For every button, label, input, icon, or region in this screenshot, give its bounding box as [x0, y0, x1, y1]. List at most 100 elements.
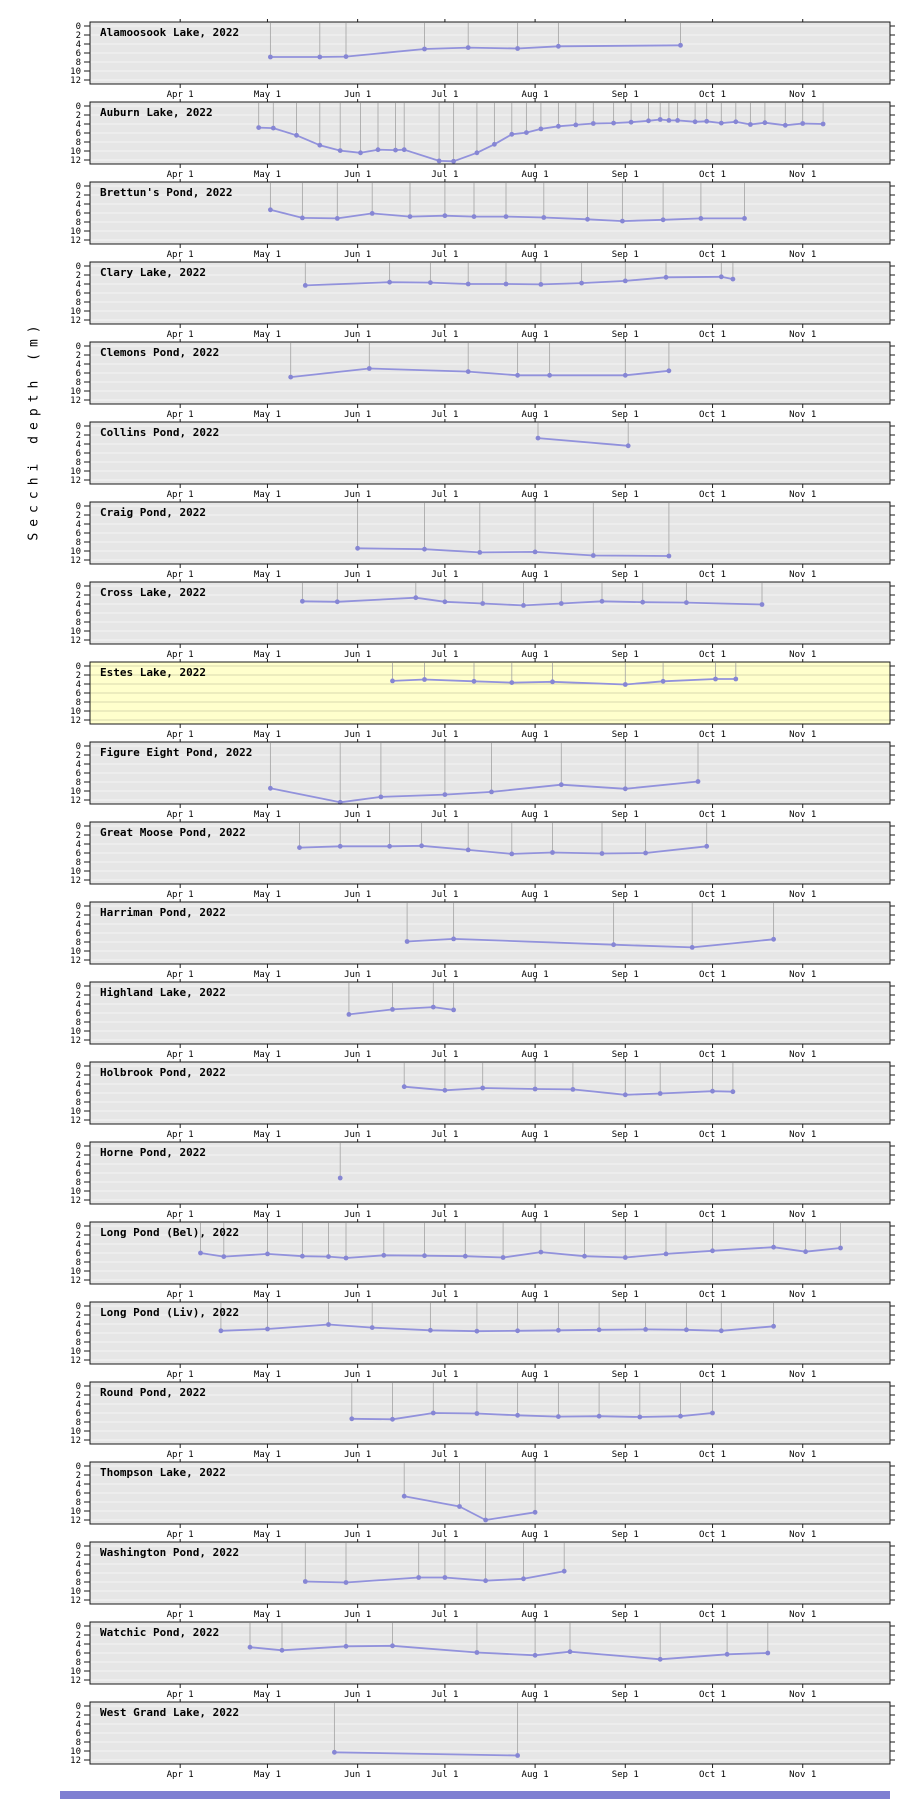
- data-point: [442, 599, 448, 605]
- data-point: [430, 1410, 436, 1416]
- panel-title: Long Pond (Bel), 2022: [100, 1226, 239, 1239]
- x-tick-label: Aug 1: [522, 1450, 549, 1460]
- data-point: [663, 1251, 669, 1257]
- panel-title: Thompson Lake, 2022: [100, 1466, 226, 1479]
- data-point: [524, 130, 529, 136]
- y-tick-label: 6: [76, 1329, 81, 1339]
- y-tick-label: 12: [70, 1196, 81, 1206]
- x-tick-label: Sep 1: [612, 90, 639, 100]
- y-tick-label: 8: [76, 378, 81, 388]
- x-tick-label: Aug 1: [522, 250, 549, 260]
- data-point: [451, 1007, 456, 1013]
- data-point: [657, 1656, 663, 1662]
- series-line: [269, 208, 746, 223]
- data-point: [430, 1004, 436, 1010]
- x-tick-label: Jun 1: [344, 490, 371, 500]
- x-tick-label: Aug 1: [522, 490, 549, 500]
- data-point: [337, 799, 343, 805]
- x-tick-label: Jun 1: [344, 1610, 371, 1620]
- y-tick-label: 12: [70, 1276, 81, 1286]
- y-tick-label: 6: [76, 849, 81, 859]
- y-tick-label: 0: [76, 1702, 81, 1712]
- x-tick-label: May 1: [254, 570, 281, 580]
- data-point: [500, 1255, 506, 1260]
- y-tick-label: 0: [76, 1142, 81, 1152]
- x-tick-label: May 1: [254, 1130, 281, 1140]
- data-point: [698, 216, 704, 221]
- y-tick-label: 0: [76, 262, 81, 272]
- data-point: [596, 1327, 602, 1333]
- data-point: [579, 280, 584, 286]
- x-tick-label: Apr 1: [167, 90, 194, 100]
- y-tick-label: 8: [76, 858, 81, 868]
- data-point: [451, 158, 456, 164]
- x-tick-label: Jul 1: [431, 1210, 458, 1220]
- x-tick-label: Jul 1: [431, 730, 458, 740]
- data-point: [509, 851, 515, 857]
- y-tick-label: 4: [76, 520, 81, 530]
- x-tick-label: Aug 1: [522, 810, 549, 820]
- x-tick-label: Jun 1: [344, 1450, 371, 1460]
- y-tick-label: 8: [76, 1418, 81, 1428]
- y-tick-label: 8: [76, 218, 81, 228]
- x-tick-label: Sep 1: [612, 1210, 639, 1220]
- data-point: [535, 435, 541, 441]
- data-point: [300, 215, 305, 221]
- x-tick-label: Jul 1: [431, 90, 458, 100]
- x-tick-label: Apr 1: [167, 1130, 194, 1140]
- x-tick-label: Jun 1: [344, 90, 371, 100]
- y-tick-label: 2: [76, 991, 81, 1001]
- data-point: [585, 216, 590, 222]
- data-point: [800, 121, 806, 126]
- data-point: [620, 218, 625, 224]
- y-tick-label: 12: [70, 1116, 81, 1126]
- series-line: [537, 437, 630, 447]
- data-point: [462, 1253, 468, 1259]
- y-tick-label: 4: [76, 1640, 81, 1650]
- y-tick-label: 4: [76, 1320, 81, 1330]
- data-point: [759, 602, 765, 607]
- x-tick-label: Jul 1: [431, 1530, 458, 1540]
- data-point: [532, 549, 538, 555]
- x-tick-label: Sep 1: [612, 890, 639, 900]
- data-point: [474, 1328, 480, 1334]
- data-point: [718, 120, 724, 126]
- y-tick-label: 2: [76, 1151, 81, 1161]
- series-line: [257, 118, 824, 163]
- data-point: [599, 598, 605, 604]
- data-point: [477, 550, 483, 555]
- y-tick-label: 12: [70, 636, 81, 646]
- data-point: [765, 1650, 771, 1656]
- y-tick-label: 2: [76, 431, 81, 441]
- y-tick-label: 2: [76, 831, 81, 841]
- y-tick-label: 10: [70, 1427, 81, 1437]
- data-point: [358, 150, 363, 156]
- data-point: [666, 368, 672, 374]
- x-tick-label: Sep 1: [612, 1610, 639, 1620]
- x-tick-label: Jul 1: [431, 650, 458, 660]
- y-tick-label: 12: [70, 1756, 81, 1766]
- x-tick-label: Sep 1: [612, 490, 639, 500]
- y-tick-label: 8: [76, 538, 81, 548]
- data-point: [422, 46, 427, 52]
- data-point: [532, 1652, 538, 1658]
- y-tick-label: 6: [76, 369, 81, 379]
- y-tick-label: 10: [70, 627, 81, 637]
- y-tick-label: 2: [76, 191, 81, 201]
- data-point: [317, 54, 323, 60]
- x-tick-label: Oct 1: [699, 250, 726, 260]
- y-tick-label: 10: [70, 1187, 81, 1197]
- x-tick-label: May 1: [254, 1050, 281, 1060]
- x-tick-label: Sep 1: [612, 730, 639, 740]
- data-point: [465, 281, 471, 287]
- panel-title: Figure Eight Pond, 2022: [100, 746, 252, 759]
- x-tick-label: Sep 1: [612, 1450, 639, 1460]
- x-tick-label: Nov 1: [789, 330, 816, 340]
- data-point: [710, 1248, 715, 1254]
